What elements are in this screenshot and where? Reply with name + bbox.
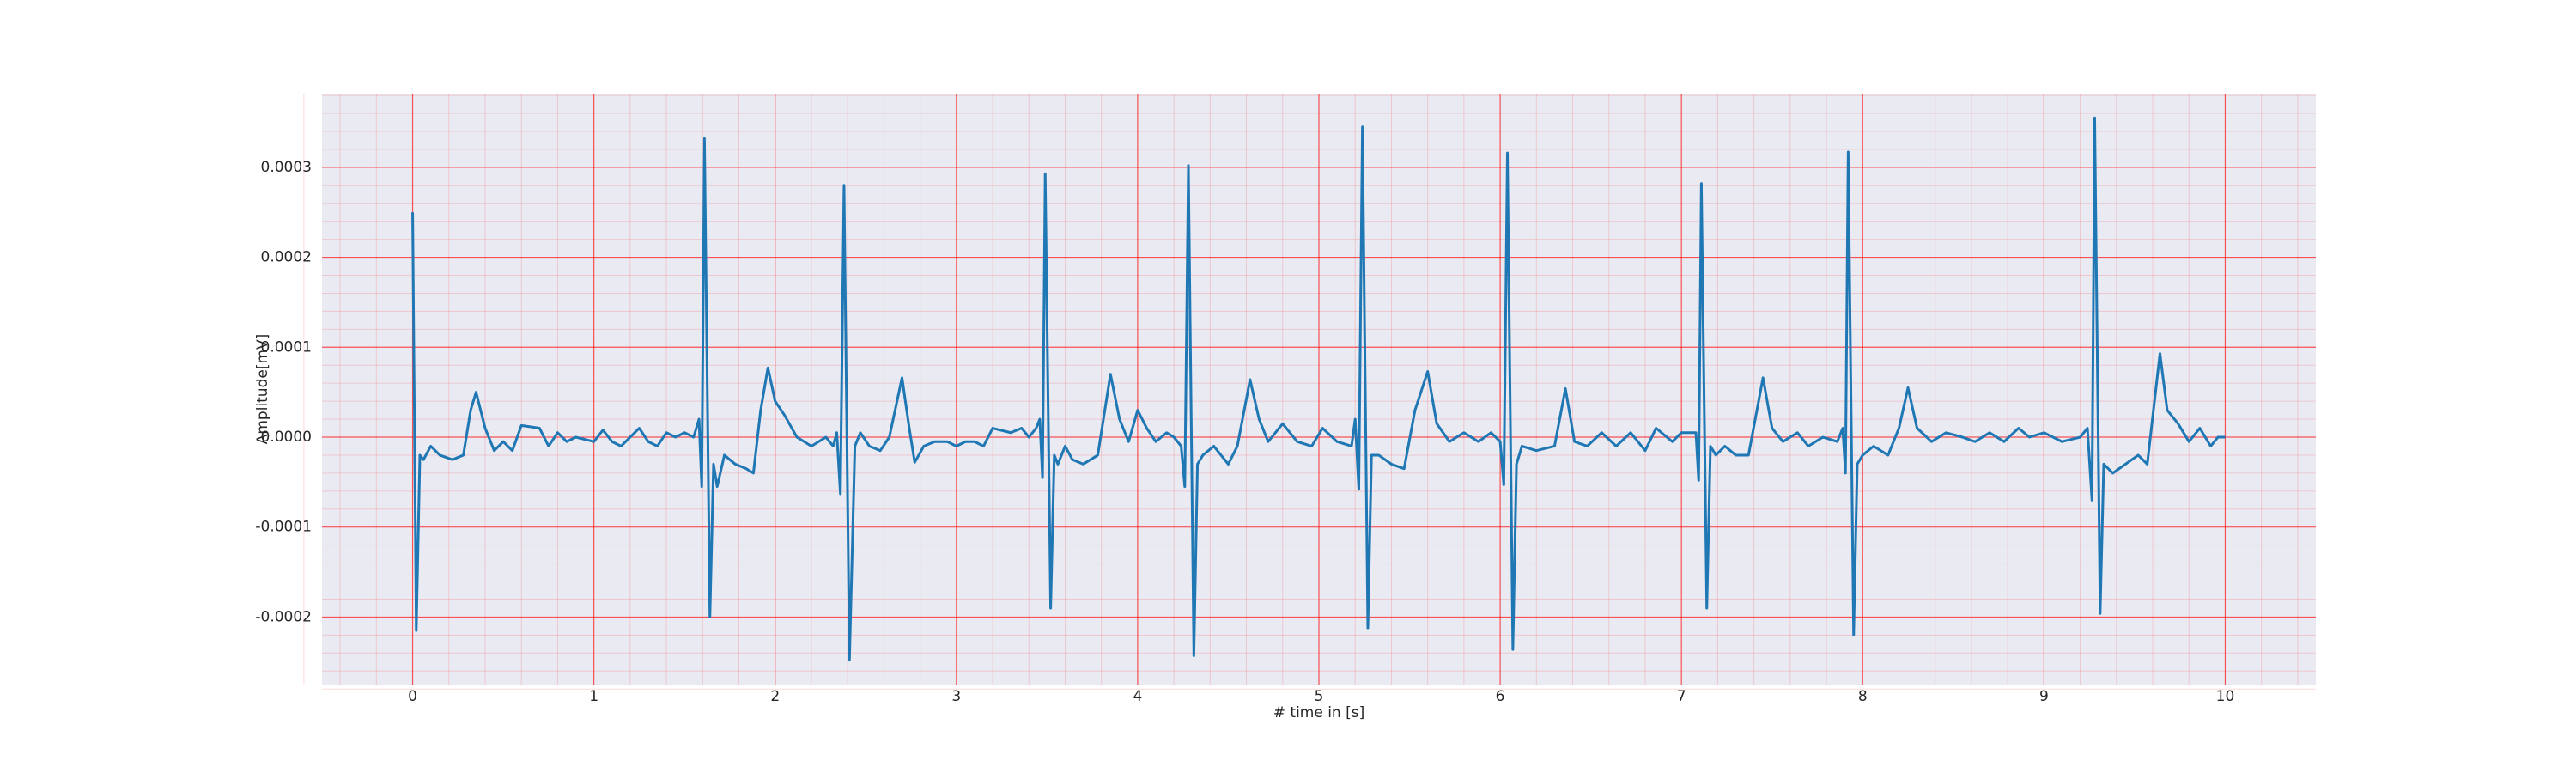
x-tick-label: 5 [1315, 688, 1324, 705]
x-tick-label: 2 [770, 688, 780, 705]
y-tick-label: 0.0001 [261, 338, 312, 356]
ecg-line [411, 116, 2226, 662]
x-tick-label: 7 [1677, 688, 1686, 705]
y-tick-label: -0.0002 [255, 608, 312, 625]
y-tick-label: 0.0003 [261, 159, 312, 176]
grid [303, 94, 2316, 690]
x-tick-label: 6 [1496, 688, 1505, 705]
y-tick-label: 0.0000 [261, 429, 312, 446]
y-tick-label: -0.0001 [255, 519, 312, 536]
x-axis-label: # time in [s] [1273, 704, 1364, 721]
x-tick-label: 1 [589, 688, 598, 705]
x-tick-label: 0 [408, 688, 417, 705]
y-tick-label: 0.0002 [261, 249, 312, 266]
y-axis-label: Amplitude[mV] [254, 334, 271, 445]
x-tick-label: 8 [1858, 688, 1868, 705]
x-tick-label: 4 [1133, 688, 1142, 705]
x-tick-label: 10 [2216, 688, 2235, 705]
x-tick-label: 3 [951, 688, 961, 705]
x-tick-label: 9 [2039, 688, 2049, 705]
